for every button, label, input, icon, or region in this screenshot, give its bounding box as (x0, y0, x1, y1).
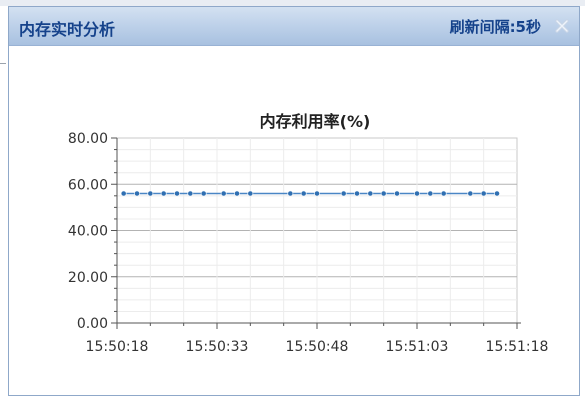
data-point (380, 190, 387, 197)
data-point (187, 190, 194, 197)
refresh-interval-label: 刷新间隔:5秒 (449, 18, 541, 36)
data-point (440, 190, 447, 197)
data-point (340, 190, 347, 197)
y-tick-label: 60.00 (68, 177, 108, 193)
chart-axes (111, 137, 521, 329)
data-point (314, 190, 320, 197)
background-divider (0, 63, 6, 64)
data-point (287, 190, 294, 197)
data-point (220, 190, 227, 197)
x-tick-label: 15:50:18 (86, 339, 149, 355)
data-point (414, 190, 420, 197)
data-point (480, 190, 487, 197)
data-point (394, 190, 400, 197)
chart-grid (116, 137, 518, 324)
chart-title: 内存利用率(%) (260, 112, 371, 131)
data-point (494, 190, 500, 197)
background-page-strip (0, 0, 585, 6)
data-point (300, 190, 307, 197)
chart-series (120, 190, 500, 197)
data-point (120, 190, 127, 197)
data-point (354, 190, 360, 197)
y-tick-label: 80.00 (68, 131, 108, 147)
data-point (134, 190, 140, 197)
data-point (247, 190, 254, 197)
data-point (467, 190, 474, 197)
y-tick-label: 0.00 (77, 316, 108, 332)
x-tick-label: 15:51:03 (386, 339, 449, 355)
y-tick-label: 20.00 (68, 270, 108, 286)
data-point (234, 190, 240, 197)
x-tick-label: 15:50:48 (286, 339, 349, 355)
data-point (174, 190, 180, 197)
dialog-titlebar[interactable]: 内存实时分析 刷新间隔:5秒 (9, 7, 579, 46)
dialog-title: 内存实时分析 (19, 20, 116, 39)
x-tick-label: 15:50:33 (186, 339, 249, 355)
data-point (427, 190, 434, 197)
close-icon[interactable] (553, 17, 571, 35)
data-point (200, 190, 207, 197)
chart-tick-labels: 0.00 20.00 40.00 60.00 80.00 15:50:18 15:50:33… (68, 131, 549, 355)
y-tick-label: 40.00 (68, 224, 108, 240)
chart-area: 内存利用率(%) 0.00 20.00 40.00 60.00 80.00 15:50:1… (9, 46, 579, 395)
data-point (367, 190, 374, 197)
data-point (160, 190, 167, 197)
data-point (147, 190, 154, 197)
memory-analysis-dialog: 内存实时分析 刷新间隔:5秒 内存利用率(%) 0.00 20.00 40.00 60… (8, 6, 580, 396)
memory-usage-chart: 内存利用率(%) 0.00 20.00 40.00 60.00 80.00 15:50:1… (68, 112, 549, 355)
x-tick-label: 15:51:18 (486, 339, 549, 355)
